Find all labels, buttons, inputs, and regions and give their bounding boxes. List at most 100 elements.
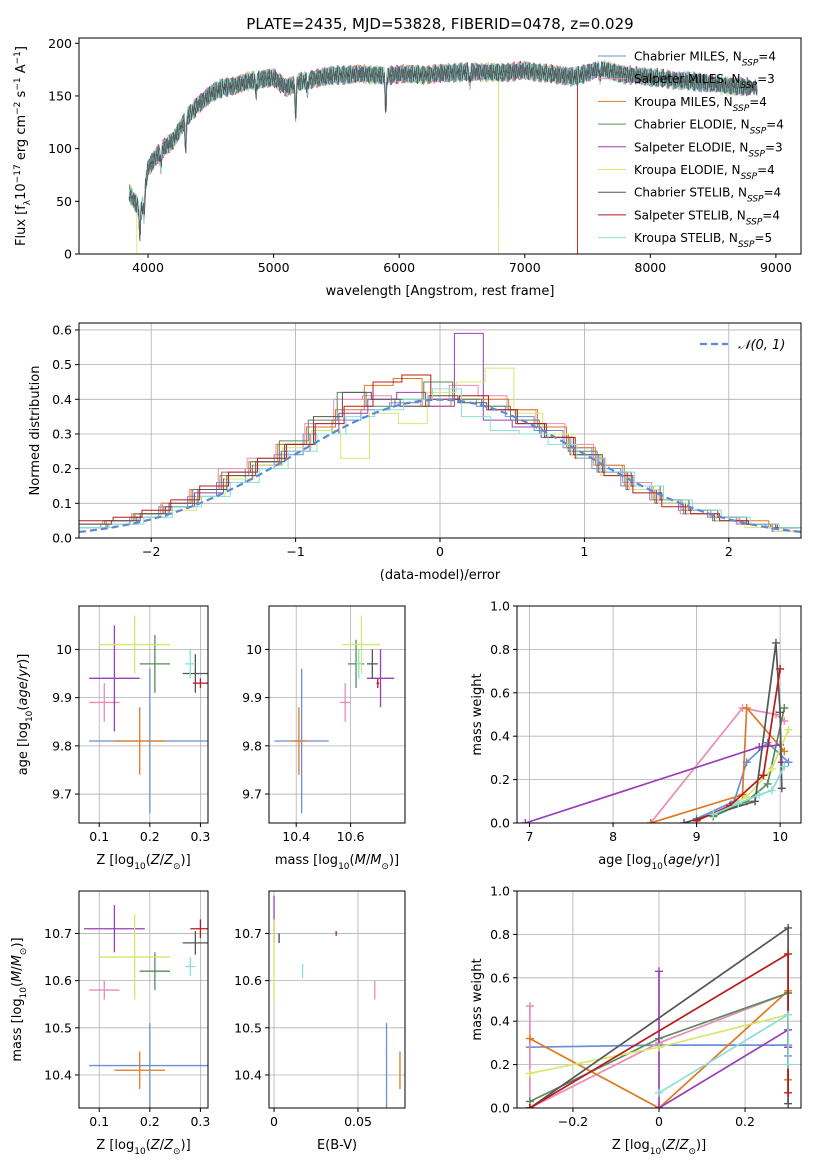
mass-weight-vs-Z-ytick-label: 0.6 xyxy=(490,970,510,985)
age-vs-mass-xlabel: mass [log10(M/M⊙)] xyxy=(275,853,399,872)
mass-vs-Z-ytick-label: 10.7 xyxy=(44,926,72,941)
spectrum-ylabel: Flux [fλ10−17 erg cm−2 s−1 A−1] xyxy=(13,46,33,246)
spectrum-ytick-label: 150 xyxy=(48,88,72,103)
weight-marker xyxy=(767,764,776,773)
age-vs-Z-plot-area xyxy=(89,615,208,814)
legend-label: Chabrier STELIB, NSSP=4 xyxy=(634,186,781,205)
mass-weight-vs-age-ytick-label: 0.8 xyxy=(490,642,510,657)
mass-vs-ebv-ytick-label: 10.7 xyxy=(234,926,262,941)
residual-histogram-xtick-label: −1 xyxy=(286,544,304,559)
weight-marker xyxy=(525,1104,534,1108)
spectrum-plot-area xyxy=(128,59,758,254)
spectrum-xtick-label: 7000 xyxy=(509,260,541,275)
legend-label: Salpeter ELODIE, NSSP=3 xyxy=(634,140,783,159)
weight-marker xyxy=(777,784,786,793)
mass-weight-vs-age-xtick-label: 7 xyxy=(526,829,534,844)
weight-series-line xyxy=(683,642,783,823)
mass-vs-ebv-xtick-label: 0.05 xyxy=(344,1114,372,1129)
age-vs-mass-ytick-label: 10 xyxy=(246,642,262,657)
weight-marker xyxy=(525,1069,534,1078)
spectrum-ytick-label: 0 xyxy=(64,247,72,262)
mass-weight-vs-age-panel: 7 8 9 10 0.0 0.2 0.4 0.6 0.8 1.0 mass weight age [l… xyxy=(470,599,802,872)
weight-marker xyxy=(784,758,793,767)
mass-vs-Z-ytick-label: 10.5 xyxy=(44,1020,72,1035)
age-vs-mass-ytick-label: 9.8 xyxy=(242,738,262,753)
age-vs-Z-xlabel: Z [log10(Z/Z⊙)] xyxy=(96,853,190,872)
weight-marker xyxy=(709,810,718,819)
mass-vs-ebv-xtick-label: 0 xyxy=(270,1114,278,1129)
age-vs-Z-xtick-label: 0.1 xyxy=(89,829,109,844)
mass-weight-vs-Z-ytick-label: 0.4 xyxy=(490,1014,510,1029)
residual-histogram-xtick-label: 2 xyxy=(725,544,733,559)
weight-marker xyxy=(776,708,785,717)
spectrum-xtick-label: 9000 xyxy=(760,260,792,275)
spectrum-xtick-label: 8000 xyxy=(634,260,666,275)
age-vs-Z-ytick-label: 9.7 xyxy=(52,787,72,802)
weight-series-line xyxy=(658,1013,789,1094)
mass-weight-vs-age-ylabel: mass weight xyxy=(470,673,485,755)
weight-series-line xyxy=(696,668,781,822)
mass-weight-vs-age-xtick-label: 10 xyxy=(772,829,788,844)
mass-vs-ebv-plot-area xyxy=(273,895,401,1108)
spectrum-xtick-label: 5000 xyxy=(258,260,290,275)
residual-histogram-ytick-label: 0.6 xyxy=(52,322,72,337)
mass-vs-ebv-ytick-label: 10.6 xyxy=(234,973,262,988)
age-vs-Z-xtick-label: 0.2 xyxy=(140,829,160,844)
mass-weight-vs-Z-plot-area xyxy=(525,923,793,1108)
weight-marker xyxy=(734,799,743,808)
residual-histogram-ytick-label: 0.5 xyxy=(52,357,72,372)
histogram-series-step xyxy=(79,381,800,529)
mass-vs-Z-ylabel: mass [log10(M/M⊙)] xyxy=(10,937,29,1061)
age-vs-Z-xtick-label: 0.3 xyxy=(190,829,210,844)
mass-weight-vs-age-ytick-label: 0.0 xyxy=(490,816,510,831)
weight-marker xyxy=(525,1034,534,1043)
weight-marker xyxy=(784,725,793,734)
age-vs-Z-ytick-label: 9.9 xyxy=(52,690,72,705)
age-vs-Z-ytick-label: 9.8 xyxy=(52,738,72,753)
mass-vs-ebv-xlabel: E(B-V) xyxy=(317,1138,357,1153)
weight-marker xyxy=(784,1099,793,1108)
legend-label: Kroupa STELIB, NSSP=5 xyxy=(634,231,772,250)
mass-weight-vs-Z-ytick-label: 0.2 xyxy=(490,1057,510,1072)
weight-marker xyxy=(784,949,793,958)
spectrum-ytick-label: 200 xyxy=(48,36,72,51)
residual-histogram-ytick-label: 0.0 xyxy=(52,531,72,546)
spectrum-ytick-label: 50 xyxy=(56,194,72,209)
mass-weight-vs-age-ytick-label: 0.2 xyxy=(490,772,510,787)
weight-marker xyxy=(680,819,689,823)
age-vs-mass-xtick-label: 10.4 xyxy=(282,829,310,844)
residual-histogram-ytick-label: 0.2 xyxy=(52,461,72,476)
mass-vs-Z-ytick-label: 10.4 xyxy=(44,1067,72,1082)
mass-weight-vs-Z-ylabel: mass weight xyxy=(470,958,485,1040)
spectrum-panel: 4000 5000 6000 7000 8000 9000 0 50 100 150 200 Flux… xyxy=(13,36,802,299)
age-vs-mass-ytick-label: 9.7 xyxy=(242,787,262,802)
age-vs-Z-ylabel: age [log10(age/yr)] xyxy=(16,654,35,776)
weight-marker xyxy=(771,638,780,647)
residual-histogram-xtick-label: 1 xyxy=(580,544,588,559)
legend-label: Chabrier ELODIE, NSSP=4 xyxy=(634,118,784,137)
weight-marker xyxy=(784,923,793,932)
mass-vs-Z-plot-area xyxy=(84,905,208,1108)
age-vs-mass-frame xyxy=(268,605,406,824)
residual-histogram-panel: −2 −1 0 1 2 0.0 0.1 0.2 0.3 0.4 0.5 0.6 𝒩(0, 1) Norme… xyxy=(28,322,802,583)
weight-marker xyxy=(755,790,764,799)
weight-marker xyxy=(646,819,655,823)
weight-marker xyxy=(776,664,785,673)
mass-vs-Z-frame xyxy=(78,890,209,1109)
residual-histogram-plot-area xyxy=(79,332,801,533)
weight-marker xyxy=(759,771,768,780)
spectrum-frame xyxy=(78,37,802,255)
mass-weight-vs-Z-xtick-label: −0.2 xyxy=(558,1114,588,1129)
weight-marker xyxy=(655,1088,663,1097)
weight-marker xyxy=(780,703,789,712)
mass-vs-Z-ytick-label: 10.6 xyxy=(44,973,72,988)
mass-vs-Z-xtick-label: 0.2 xyxy=(140,1114,160,1129)
weight-marker xyxy=(742,703,751,712)
figure-title: PLATE=2435, MJD=53828, FIBERID=0478, z=0… xyxy=(246,15,633,33)
weight-marker xyxy=(525,1002,534,1011)
residual-histogram-xtick-label: 0 xyxy=(436,544,444,559)
age-vs-mass-ytick-label: 9.9 xyxy=(242,690,262,705)
age-vs-mass-panel: 10.4 10.6 9.7 9.8 9.9 10 mass [log10(M/M⊙)] xyxy=(242,605,406,872)
mass-vs-Z-xtick-label: 0.3 xyxy=(190,1114,210,1129)
